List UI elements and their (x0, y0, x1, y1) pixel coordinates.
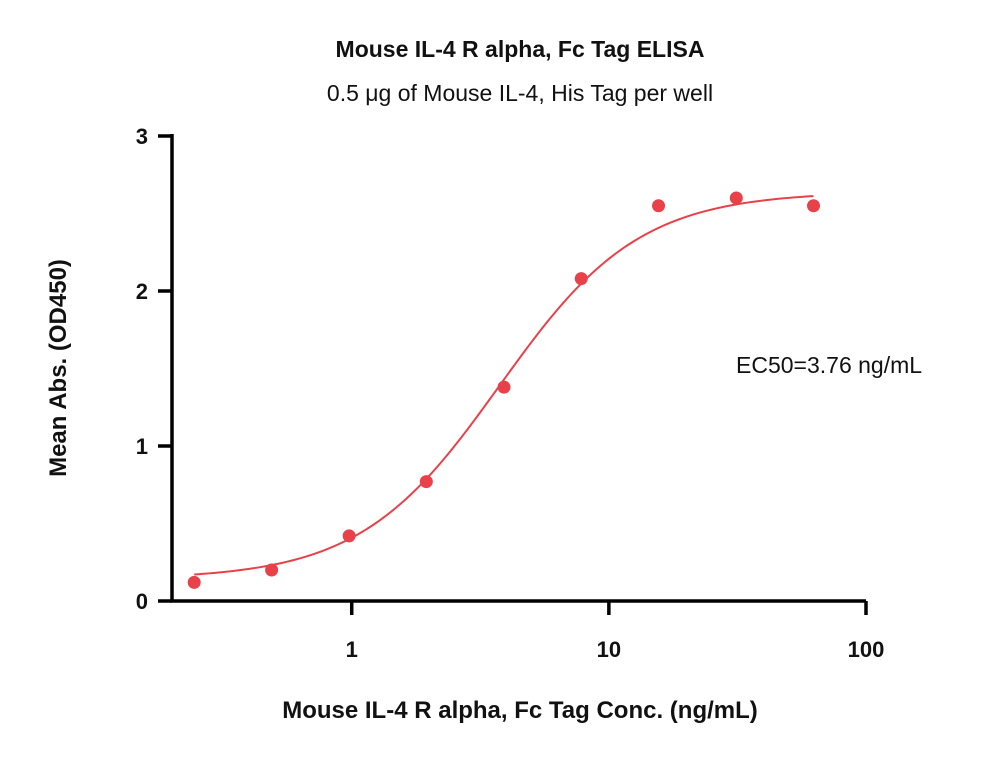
data-point (342, 529, 356, 543)
data-point (497, 380, 511, 394)
x-tick-label: 10 (597, 637, 621, 662)
fit-curve (194, 195, 814, 576)
y-tick-label: 3 (136, 124, 148, 149)
data-point (419, 475, 433, 489)
chart-subtitle: 0.5 μg of Mouse IL-4, His Tag per well (327, 80, 713, 106)
data-point (265, 563, 279, 577)
data-points (187, 191, 821, 589)
axes (170, 134, 866, 603)
x-axis-title: Mouse IL-4 R alpha, Fc Tag Conc. (ng/mL) (282, 697, 758, 724)
y-tick-label: 1 (136, 434, 148, 459)
x-tick-label: 100 (848, 637, 885, 662)
data-point (652, 199, 666, 213)
fit-curve-group (194, 195, 814, 576)
ticks: 0 1 2 3 1 10 100 (136, 124, 885, 662)
y-tick-label: 0 (136, 589, 148, 614)
data-point (807, 199, 821, 213)
y-axis-title: Mean Abs. (OD450) (45, 259, 72, 477)
data-point (574, 272, 588, 286)
chart-title: Mouse IL-4 R alpha, Fc Tag ELISA (336, 36, 705, 62)
data-point (729, 191, 743, 205)
data-point (187, 575, 201, 589)
y-tick-label: 2 (136, 279, 148, 304)
ec50-annotation: EC50=3.76 ng/mL (736, 352, 922, 378)
x-tick-label: 1 (346, 637, 358, 662)
